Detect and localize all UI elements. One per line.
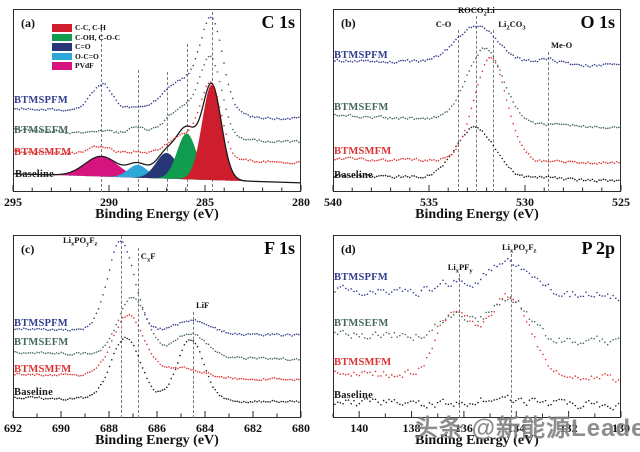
x-axis-title: Binding Energy (eV)	[415, 207, 539, 222]
series-label-baseline: Baseline	[334, 170, 373, 181]
series-label-btmsmfm: BTMSMFM	[14, 364, 72, 375]
watermark: 头条 @新能源Leader	[414, 415, 640, 442]
annotation-label: ROCO2Li	[458, 5, 495, 18]
x-tick-label: 140	[350, 421, 369, 435]
legend-label: C-OH, C-O-C	[75, 32, 120, 42]
x-tick-label: 680	[292, 421, 310, 435]
x-tick-label: 525	[612, 195, 630, 209]
series-label-btmsefm: BTMSEFM	[14, 125, 69, 136]
x-axis-title: Binding Energy (eV)	[95, 207, 219, 222]
x-axis-title: Binding Energy (eV)	[415, 433, 539, 448]
panel-letter: (b)	[341, 16, 356, 30]
panel-letter: (c)	[21, 242, 35, 256]
legend-swatch	[52, 24, 72, 32]
annotation-label: Me-O	[551, 40, 573, 50]
annotation-label: CxF	[140, 251, 156, 264]
x-tick-label: 138	[402, 421, 421, 435]
legend-swatch	[52, 62, 72, 70]
series-label-btmsmfm: BTMSMFM	[334, 146, 392, 157]
x-tick-label: 134	[507, 421, 526, 435]
panel-title: C 1s	[261, 12, 295, 32]
legend-item: C-OH, C-O-C	[52, 33, 120, 43]
x-tick-label: 285	[196, 195, 214, 209]
spectrum-canvas	[320, 0, 640, 226]
annotation-label: LixPOyFz	[502, 242, 537, 255]
x-tick-label: 136	[454, 421, 473, 435]
series-label-baseline: Baseline	[15, 169, 54, 180]
legend-label: C-C, C-H	[75, 23, 106, 33]
series-label-btmspfm: BTMSPFM	[334, 272, 388, 283]
x-tick-label: 280	[292, 195, 310, 209]
x-tick-label: 535	[420, 195, 438, 209]
series-label-btmspfm: BTMSPFM	[14, 318, 68, 329]
panel-title: F 1s	[264, 238, 295, 258]
x-tick-label: 530	[516, 195, 534, 209]
legend-label: C=O	[75, 42, 91, 52]
panel-letter: (d)	[341, 242, 356, 256]
annotation-label: C-O	[435, 19, 452, 29]
x-tick-label: 295	[4, 195, 22, 209]
series-label-btmsefm: BTMSEFM	[334, 102, 389, 113]
series-label-btmsefm: BTMSEFM	[14, 337, 69, 348]
spectrum-canvas	[0, 0, 320, 226]
annotation-label: Li2CO3	[498, 19, 526, 32]
series-label-btmsefm: BTMSEFM	[334, 318, 389, 329]
series-label-baseline: Baseline	[334, 390, 373, 401]
annotation-label: LiF	[196, 300, 210, 310]
x-tick-label: 686	[148, 421, 166, 435]
x-tick-label: 290	[100, 195, 118, 209]
x-tick-label: 684	[196, 421, 214, 435]
legend-swatch	[52, 33, 72, 41]
legend-swatch	[52, 43, 72, 51]
legend-swatch	[52, 52, 72, 60]
legend-item: C-C, C-H	[52, 23, 120, 33]
panel-a: 295 290 285 280 Binding Energy (eV) (a) C 1s Ba…	[0, 0, 320, 226]
x-tick-label: 540	[324, 195, 342, 209]
x-tick-label: 692	[4, 421, 22, 435]
legend-label: PVdF	[75, 61, 94, 71]
x-tick-label: 688	[100, 421, 118, 435]
series-label-baseline: Baseline	[14, 387, 53, 398]
series-label-btmspfm: BTMSPFM	[14, 95, 68, 106]
panel-c: 692 690 688 686 684 682 680 Binding Energy (eV)…	[0, 226, 320, 452]
series-label-btmsmfm: BTMSMFM	[14, 147, 72, 158]
spectrum-canvas	[0, 226, 320, 452]
legend-item: O-C=O	[52, 52, 120, 62]
panel-title: O 1s	[580, 12, 615, 32]
series-label-btmsmfm: BTMSMFM	[334, 357, 392, 368]
panel-d: 140 138 136 134 132 130 Binding Energy (eV) (d)…	[320, 226, 640, 452]
legend-label: O-C=O	[75, 51, 99, 61]
panel-title: P 2p	[581, 238, 615, 258]
panel-letter: (a)	[21, 16, 35, 30]
spectrum-canvas	[320, 226, 640, 452]
x-axis-title: Binding Energy (eV)	[95, 433, 219, 448]
series-label-btmspfm: BTMSPFM	[334, 50, 388, 61]
x-tick-label: 682	[244, 421, 262, 435]
x-tick-label: 130	[612, 421, 630, 435]
legend-item: C=O	[52, 42, 120, 52]
legend: C-C, C-H C-OH, C-O-C C=O O-C=O PVdF	[52, 23, 120, 71]
panel-b: 540 535 530 525 Binding Energy (eV) (b) O 1s Ba…	[320, 0, 640, 226]
x-tick-label: 132	[559, 421, 578, 435]
legend-item: PVdF	[52, 61, 120, 71]
annotation-label: LixPOyFz	[63, 235, 98, 248]
x-tick-label: 690	[52, 421, 70, 435]
annotation-label: LixPFy	[447, 262, 473, 275]
